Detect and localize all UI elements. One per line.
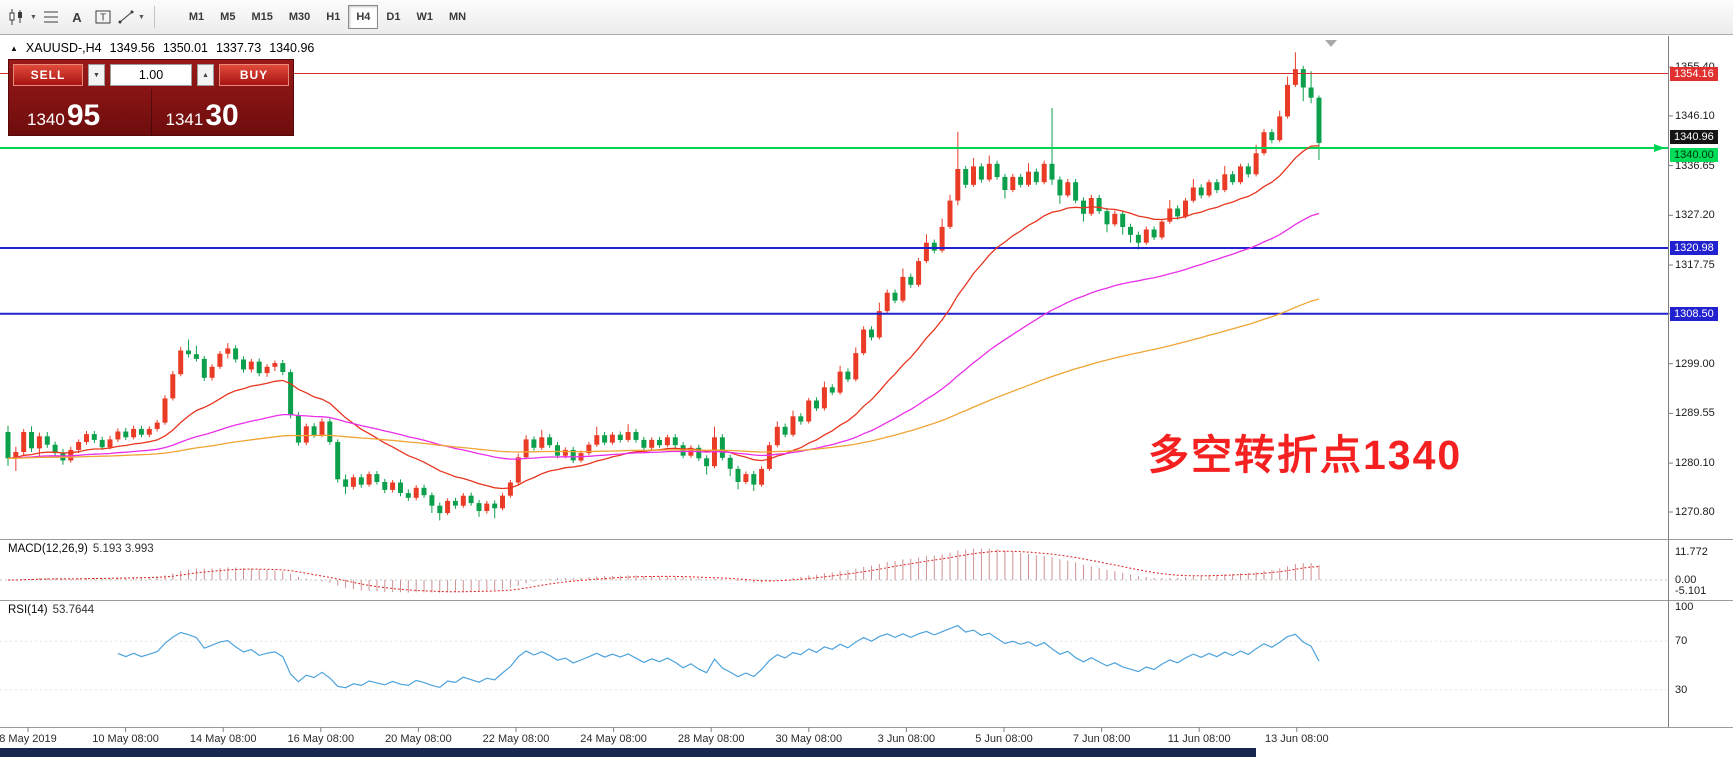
chart-objects-icon — [43, 11, 58, 23]
time-axis-label: 16 May 08:00 — [287, 733, 355, 745]
chart-text-annotation: 多空转折点1340 — [1148, 432, 1463, 478]
ask-price-pips: 30 — [205, 99, 239, 132]
open-value: 1349.56 — [109, 41, 155, 55]
one-click-trading-panel: SELL ▼ 1.00 ▲ BUY 1340 95 1341 30 — [8, 59, 294, 136]
timeframe-button-m5[interactable]: M5 — [220, 11, 236, 23]
timeframe-button-group: M1 M5 M15 M30 H1 H4 D1 W1 MN — [181, 5, 474, 29]
volume-dropdown-button[interactable]: ▼ — [88, 64, 105, 86]
volume-input[interactable]: 1.00 — [110, 64, 192, 86]
buy-button[interactable]: BUY — [219, 64, 289, 86]
timeframe-button-h4[interactable]: H4 — [348, 5, 379, 29]
timeframe-button-w1[interactable]: W1 — [416, 11, 433, 23]
insert-text-icon: A — [72, 10, 82, 25]
ask-price: 1341 30 — [150, 89, 290, 135]
svg-text:T: T — [100, 13, 106, 24]
drawing-tools-icon[interactable]: ▼ — [117, 4, 145, 30]
toolbar: ▼ A T ▼ M1 M5 — [0, 0, 1733, 35]
time-axis-label: 22 May 08:00 — [482, 733, 550, 745]
time-axis-label: 8 May 2019 — [0, 733, 57, 745]
timeframe-button-m15[interactable]: M15 — [251, 11, 273, 23]
timeframe-button-m1[interactable]: M1 — [188, 11, 205, 23]
expand-triangle-icon[interactable]: ▲ — [10, 43, 18, 53]
chevron-down-icon: ▼ — [93, 71, 100, 79]
rsi-value: 53.7644 — [52, 604, 95, 616]
insert-text-icon[interactable]: A — [65, 4, 89, 30]
drawing-tools-icon — [118, 10, 134, 24]
macd-values: 5.193 3.993 — [92, 543, 154, 555]
timeframe-button-m30[interactable]: M30 — [288, 11, 311, 23]
ask-price-main: 1341 — [165, 110, 204, 129]
svg-text:A: A — [72, 10, 82, 25]
time-axis-label: 28 May 08:00 — [677, 733, 745, 745]
toolbar-separator — [153, 6, 155, 28]
timeframe-button-mn[interactable]: MN — [448, 11, 467, 23]
bid-price-pips: 95 — [66, 99, 101, 132]
rsi-title: RSI(14) — [8, 604, 48, 616]
bid-price: 1340 95 — [13, 89, 151, 135]
candlestick-chart-icon — [9, 9, 22, 25]
chart-ohlc-header: ▲ XAUUSD-,H4 1349.56 1350.01 1337.73 134… — [10, 41, 314, 55]
bid-price-main: 1340 — [27, 110, 65, 129]
time-axis-label: 5 Jun 08:00 — [975, 733, 1033, 745]
macd-indicator-header: MACD(12,26,9) 5.193 3.993 — [8, 543, 154, 555]
rsi-layer — [117, 624, 1320, 689]
macd-title: MACD(12,26,9) — [8, 543, 88, 555]
symbol-name: XAUUSD-,H4 — [25, 41, 102, 55]
rsi-indicator-header: RSI(14) 53.7644 — [8, 604, 94, 616]
timeframe-button-d1[interactable]: D1 — [386, 11, 401, 23]
close-value: 1340.96 — [269, 41, 315, 55]
moving-averages-layer — [7, 145, 1320, 490]
high-value: 1350.01 — [162, 41, 209, 55]
macd-layer — [8, 548, 1320, 593]
time-axis-label: 7 Jun 08:00 — [1072, 733, 1131, 745]
background-window-edge — [0, 748, 1256, 757]
chevron-down-icon: ▼ — [30, 13, 37, 21]
candlestick-chart-icon[interactable]: ▼ — [7, 4, 37, 30]
chart-objects-icon[interactable] — [39, 4, 63, 30]
low-value: 1337.73 — [216, 41, 262, 55]
sell-button[interactable]: SELL — [13, 64, 83, 86]
text-label-icon: T — [95, 10, 111, 24]
axis-frame-layer — [0, 36, 1733, 732]
time-axis-label: 20 May 08:00 — [385, 733, 452, 745]
timeframe-button-h1[interactable]: H1 — [326, 11, 341, 23]
indicator-grid-layer — [0, 579, 1668, 691]
time-axis-label: 24 May 08:00 — [580, 733, 647, 745]
chart-shift-marker[interactable] — [1325, 40, 1337, 47]
text-label-icon[interactable]: T — [91, 4, 115, 30]
time-axis-label: 14 May 08:00 — [189, 733, 257, 745]
chevron-down-icon: ▼ — [137, 13, 145, 21]
time-axis-label: 3 Jun 08:00 — [877, 733, 936, 745]
time-axis[interactable]: 8 May 2019 10 May 08:00 14 May 08:00 16 May… — [0, 733, 1733, 748]
time-axis-label: 11 Jun 08:00 — [1167, 733, 1231, 745]
time-axis-label: 30 May 08:00 — [775, 733, 843, 745]
time-axis-label: 10 May 08:00 — [92, 733, 159, 745]
chevron-up-icon: ▲ — [202, 71, 209, 79]
time-axis-label: 13 Jun 08:00 — [1264, 733, 1329, 745]
volume-increase-button[interactable]: ▲ — [197, 64, 214, 86]
